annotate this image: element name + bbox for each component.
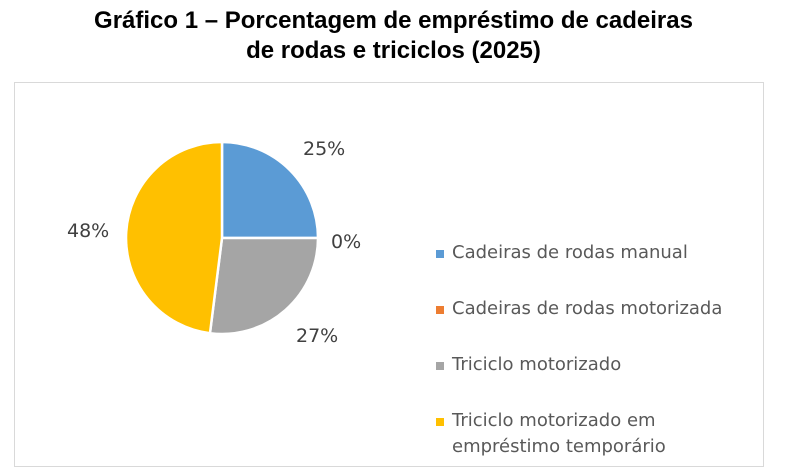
legend-label: Cadeiras de rodas manual xyxy=(452,242,688,263)
slice-triciclo xyxy=(208,236,320,336)
chart-title: Gráfico 1 – Porcentagem de empréstimo de… xyxy=(0,6,787,66)
pie-slices xyxy=(124,140,320,336)
data-label-manual: 25% xyxy=(303,138,346,160)
data-label-triciclo: 27% xyxy=(296,325,339,347)
chart-title-line1: Gráfico 1 – Porcentagem de empréstimo de… xyxy=(94,7,693,34)
legend-label: Cadeiras de rodas motorizada xyxy=(452,298,723,319)
legend-label: Triciclo motorizado em xyxy=(452,410,656,431)
slice-triciclo-temporario xyxy=(124,140,224,335)
chart-title-line2: de rodas e triciclos (2025) xyxy=(246,37,541,64)
legend-swatch-icon xyxy=(436,362,444,370)
legend-swatch-icon xyxy=(436,418,444,426)
data-label-motorizada: 0% xyxy=(331,231,362,253)
data-label-triciclo-temporario: 48% xyxy=(67,220,110,242)
legend-label: Triciclo motorizado xyxy=(452,354,622,375)
legend-label-line2: empréstimo temporário xyxy=(452,436,666,457)
legend-swatch-icon xyxy=(436,306,444,314)
slice-manual xyxy=(220,140,320,240)
legend-swatch-icon xyxy=(436,250,444,258)
